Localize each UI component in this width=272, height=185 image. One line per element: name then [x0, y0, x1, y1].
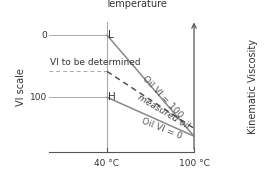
Text: 0: 0	[41, 31, 47, 40]
Text: Oil VI = 100: Oil VI = 100	[140, 74, 184, 120]
Text: VI scale: VI scale	[16, 68, 26, 106]
Text: H: H	[109, 92, 116, 102]
Text: 40 °C: 40 °C	[94, 159, 119, 169]
Text: Temperature: Temperature	[105, 0, 167, 9]
Text: L: L	[109, 30, 114, 40]
Text: VI to be determined: VI to be determined	[50, 58, 141, 67]
Text: measured oil: measured oil	[136, 93, 191, 131]
Text: 100 °C: 100 °C	[179, 159, 209, 169]
Text: Kinematic Viscosity: Kinematic Viscosity	[248, 39, 258, 134]
Text: 100: 100	[30, 93, 47, 102]
Text: Oil VI = 0: Oil VI = 0	[140, 116, 184, 141]
